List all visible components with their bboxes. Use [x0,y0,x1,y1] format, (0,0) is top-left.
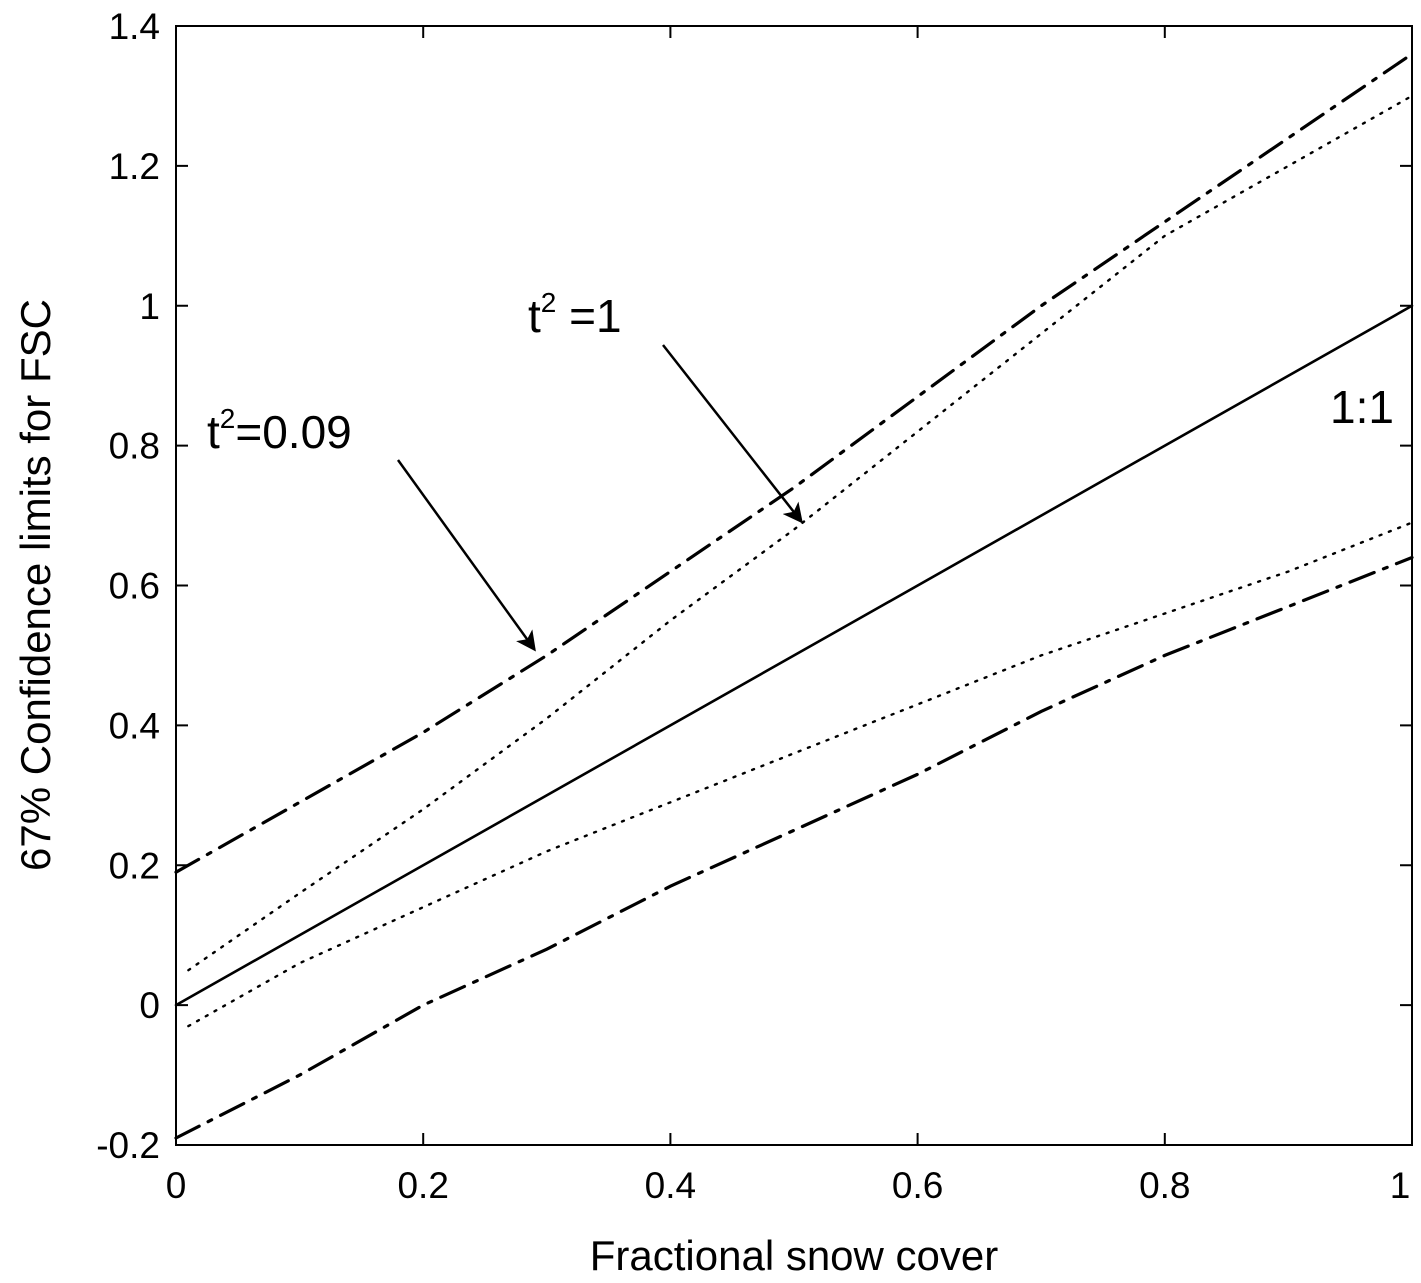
y-axis-title: 67% Confidence limits for FSC [12,299,59,871]
annotation-t2-1: t2 =1 [528,287,622,342]
y-tick-label: 0.6 [109,566,160,607]
series-line-2-dotted [187,94,1414,972]
y-tick-label: 0.8 [109,426,160,467]
x-tick-label: 0.4 [645,1165,696,1206]
series-line-1-solid [174,304,1414,1007]
x-axis-title: Fractional snow cover [590,1232,999,1279]
annotation-1-to-1: 1:1 [1330,381,1394,433]
y-tick-label: 0.2 [109,845,160,886]
series-line-4-dashdot [174,52,1414,874]
tick-layer: 0 0.2 0.4 0.6 0.8 1-0.200.20.40.60.811.21.4 [96,6,1413,1206]
x-tick-label: 0.6 [892,1165,943,1206]
x-tick-label: 0.2 [397,1165,448,1206]
plot-background [176,26,1412,1145]
x-tick-label: 0.8 [1139,1165,1190,1206]
y-tick-label: 0 [139,985,160,1026]
x-tick-label: 1 [1390,1165,1411,1206]
y-tick-label: 1.2 [109,146,160,187]
y-tick-label: 0.4 [109,705,160,746]
annotation-layer: t2=0.09 t2 =1 1:1 [207,287,1394,652]
y-tick-label: 1 [139,286,160,327]
y-tick-label: 1.4 [109,6,160,47]
y-tick-label: -0.2 [96,1125,160,1166]
series-layer [174,52,1414,1140]
annotation-arrow-2 [662,344,803,524]
annotation-t2-0.09: t2=0.09 [207,403,352,458]
annotation-arrow-1 [396,459,536,652]
x-tick-label: 0 [166,1165,187,1206]
series-line-5-dashdot [174,555,1414,1140]
